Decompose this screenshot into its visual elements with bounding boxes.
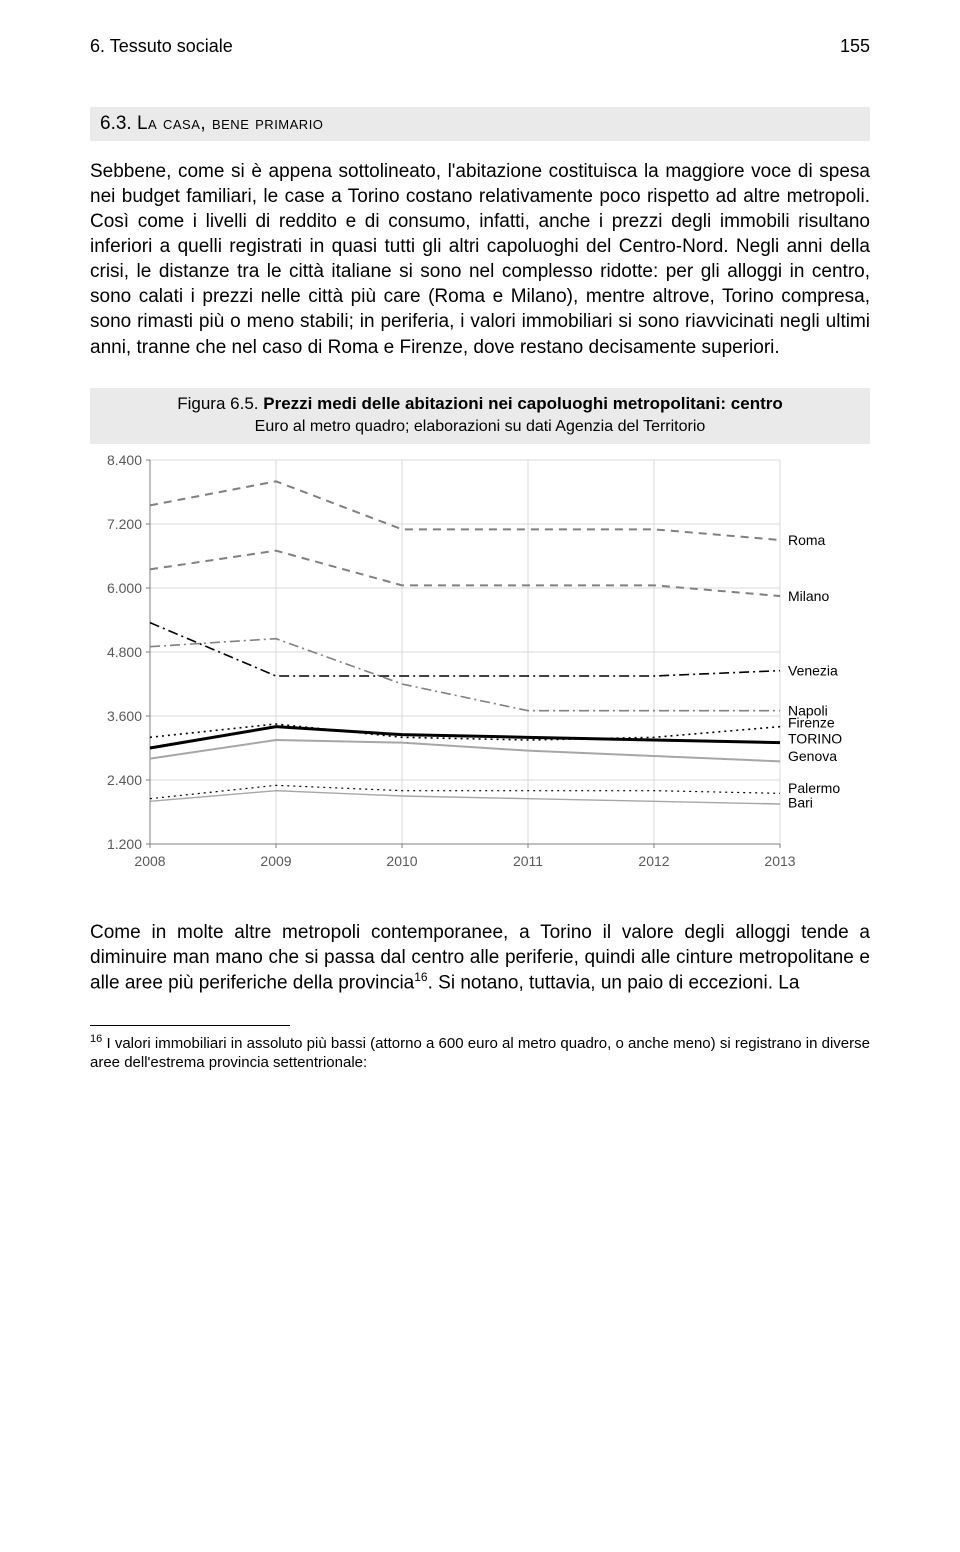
line-chart: 1.200 2.400 3.600 4.800 6.000 7.200 8.400 2008 2…	[90, 450, 870, 880]
chart-svg: 1.200 2.400 3.600 4.800 6.000 7.200 8.400 2008 2…	[90, 450, 870, 880]
svg-text:1.200: 1.200	[107, 836, 142, 852]
svg-text:Genova: Genova	[788, 748, 837, 764]
para2-part-b: . Si notano, tuttavia, un paio di eccezi…	[428, 972, 800, 993]
svg-text:2.400: 2.400	[107, 772, 142, 788]
svg-text:7.200: 7.200	[107, 516, 142, 532]
figure-caption: Figura 6.5. Prezzi medi delle abitazioni…	[90, 388, 870, 444]
figure-number: Figura 6.5.	[177, 394, 258, 413]
svg-text:Bari: Bari	[788, 794, 813, 810]
figure-title: Prezzi medi delle abitazioni nei capoluo…	[263, 394, 783, 413]
footnote-16: 16 I valori immobiliari in assoluto più …	[90, 1032, 870, 1072]
svg-text:2011: 2011	[513, 853, 543, 869]
svg-text:Venezia: Venezia	[788, 662, 838, 678]
paragraph-1: Sebbene, come si è appena sottolineato, …	[90, 159, 870, 360]
page-header: 6. Tessuto sociale 155	[90, 36, 870, 57]
paragraph-2: Come in molte altre metropoli contempora…	[90, 920, 870, 996]
svg-text:2008: 2008	[134, 853, 165, 869]
svg-text:Roma: Roma	[788, 532, 826, 548]
svg-text:2013: 2013	[764, 853, 795, 869]
header-left: 6. Tessuto sociale	[90, 36, 233, 57]
footnote-text: I valori immobiliari in assoluto più bas…	[90, 1035, 870, 1071]
svg-text:Milano: Milano	[788, 588, 829, 604]
svg-text:2009: 2009	[260, 853, 291, 869]
svg-text:6.000: 6.000	[107, 580, 142, 596]
header-page-number: 155	[840, 36, 870, 57]
footnote-number: 16	[90, 1033, 102, 1045]
svg-text:4.800: 4.800	[107, 644, 142, 660]
section-title: La casa, bene primario	[137, 113, 323, 134]
svg-text:TORINO: TORINO	[788, 730, 842, 746]
svg-text:2012: 2012	[638, 853, 669, 869]
section-heading: 6.3. La casa, bene primario	[90, 107, 870, 141]
footnote-ref-16: 16	[414, 970, 427, 984]
svg-text:Firenze: Firenze	[788, 714, 835, 730]
svg-text:3.600: 3.600	[107, 708, 142, 724]
svg-text:8.400: 8.400	[107, 452, 142, 468]
figure-subtitle: Euro al metro quadro; elaborazioni su da…	[255, 418, 706, 435]
footnote-divider	[90, 1025, 290, 1026]
section-number: 6.3.	[100, 113, 132, 134]
svg-text:2010: 2010	[386, 853, 417, 869]
